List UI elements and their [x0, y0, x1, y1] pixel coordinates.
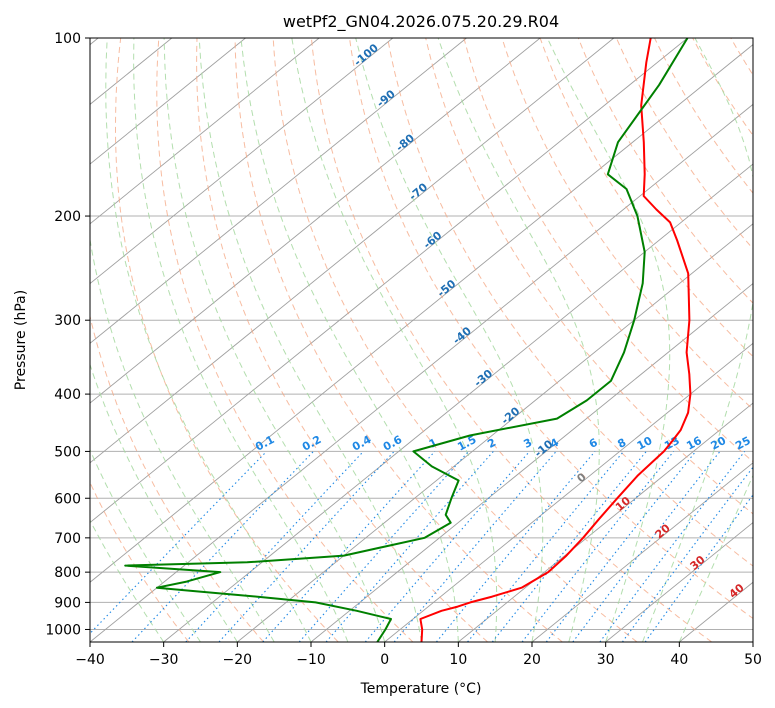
series-layer: [124, 38, 692, 642]
x-tick-label: −10: [296, 652, 326, 668]
skewed-isotherm: [163, 163, 753, 642]
moist-adiabat: [105, 38, 312, 642]
dry-adiabat: [90, 481, 190, 642]
y-axis-label: Pressure (hPa): [13, 290, 29, 390]
moist-adiabat: [240, 38, 459, 642]
mixing-ratio-line: [218, 451, 395, 642]
mixing-ratio-line: [131, 451, 314, 642]
y-tick-label: 100: [54, 31, 81, 47]
moist-adiabat: [642, 38, 753, 642]
adiabat-layer: [90, 38, 753, 642]
x-tick-label: 0: [380, 652, 389, 668]
skewed-isotherm: [237, 223, 753, 642]
mixing-ratio-line: [572, 451, 721, 642]
skewed-isotherm: [90, 44, 753, 583]
dry-adiabat: [425, 38, 753, 515]
y-tick-label: 700: [54, 531, 81, 547]
mixing-ratio-label: 16: [684, 434, 704, 453]
mixing-ratio-line: [262, 451, 436, 642]
skewed-isotherm: [90, 38, 320, 225]
x-tick-label: −20: [223, 652, 253, 668]
x-tick-label: 40: [670, 652, 688, 668]
moist-adiabat: [546, 38, 671, 642]
y-tick-label: 1000: [45, 622, 81, 638]
moist-adiabat: [90, 236, 275, 642]
mixing-ratio-line: [467, 451, 625, 642]
dry-adiabat: [90, 314, 264, 642]
x-axis-label: Temperature (°C): [360, 681, 482, 697]
x-tick-label: 20: [523, 652, 541, 668]
x-tick-label: 50: [744, 652, 762, 668]
plot-frame: [89, 37, 754, 643]
temperature-profile-line: [419, 38, 692, 642]
moist-adiabat: [90, 519, 165, 642]
skewed-isotherm: [90, 38, 541, 404]
dry-adiabat: [501, 38, 753, 411]
moist-adiabat: [678, 474, 753, 642]
x-tick-label: −30: [149, 652, 179, 668]
skewed-isotherm: [90, 38, 467, 344]
skewed-isotherm: [531, 462, 753, 642]
x-tick-label: 10: [449, 652, 467, 668]
mixing-ratio-line: [364, 451, 531, 642]
x-tick-label: 30: [597, 652, 615, 668]
mixing-ratio-label: 10: [635, 434, 655, 453]
skewed-isotherm: [384, 342, 753, 642]
dry-adiabat: [196, 38, 488, 642]
dry-adiabat: [387, 38, 753, 567]
chart-title: wetPf2_GN04.2026.075.20.29.R04: [283, 12, 559, 32]
skewed-isotherm: [90, 38, 688, 524]
moist-adiabat: [90, 448, 201, 642]
mixing-ratio-line: [599, 451, 746, 642]
y-tick-label: 400: [54, 387, 81, 403]
moist-adiabat: [133, 38, 349, 642]
grid-layer: [90, 38, 753, 642]
y-tick-label: 300: [54, 313, 81, 329]
dewpoint-profile-line: [124, 38, 689, 642]
moist-adiabat: [355, 38, 544, 642]
moist-adiabat: [163, 38, 386, 642]
y-tick-label: 600: [54, 491, 81, 507]
moist-adiabat: [90, 363, 238, 642]
skewed-isotherm: [90, 38, 394, 285]
mixing-ratio-line: [521, 451, 675, 642]
dry-adiabat: [349, 38, 753, 620]
moist-adiabat: [198, 38, 422, 642]
x-tick-label: −40: [75, 652, 105, 668]
moist-adiabat: [437, 38, 600, 642]
skewed-isotherm: [90, 38, 246, 165]
y-tick-label: 200: [54, 209, 81, 225]
dry-adiabat: [310, 38, 713, 642]
mixing-ratio-line: [491, 451, 647, 642]
dry-adiabat: [577, 38, 753, 304]
skewed-isotherm: [605, 521, 753, 642]
y-tick-label: 900: [54, 595, 81, 611]
dry-adiabat: [156, 38, 414, 642]
axis-layer: −40 −30 −20 −10 0 10 20 30 40 50 100 200 300 400 500 60…: [45, 31, 762, 668]
y-tick-label: 500: [54, 444, 81, 460]
dry-adiabat: [539, 38, 753, 358]
mixing-ratio-label: 25: [733, 434, 753, 453]
skewed-isotherm: [90, 38, 615, 464]
mixing-ratio-line: [185, 451, 364, 642]
dry-adiabat: [463, 38, 753, 463]
y-tick-label: 800: [54, 565, 81, 581]
skewed-isotherm: [458, 402, 753, 642]
mixing-ratio-line: [298, 451, 470, 642]
skewed-isotherm: [90, 103, 753, 642]
mixing-ratio-label: 20: [709, 434, 729, 453]
moist-adiabat: [291, 38, 498, 642]
dry-adiabat: [234, 38, 563, 642]
